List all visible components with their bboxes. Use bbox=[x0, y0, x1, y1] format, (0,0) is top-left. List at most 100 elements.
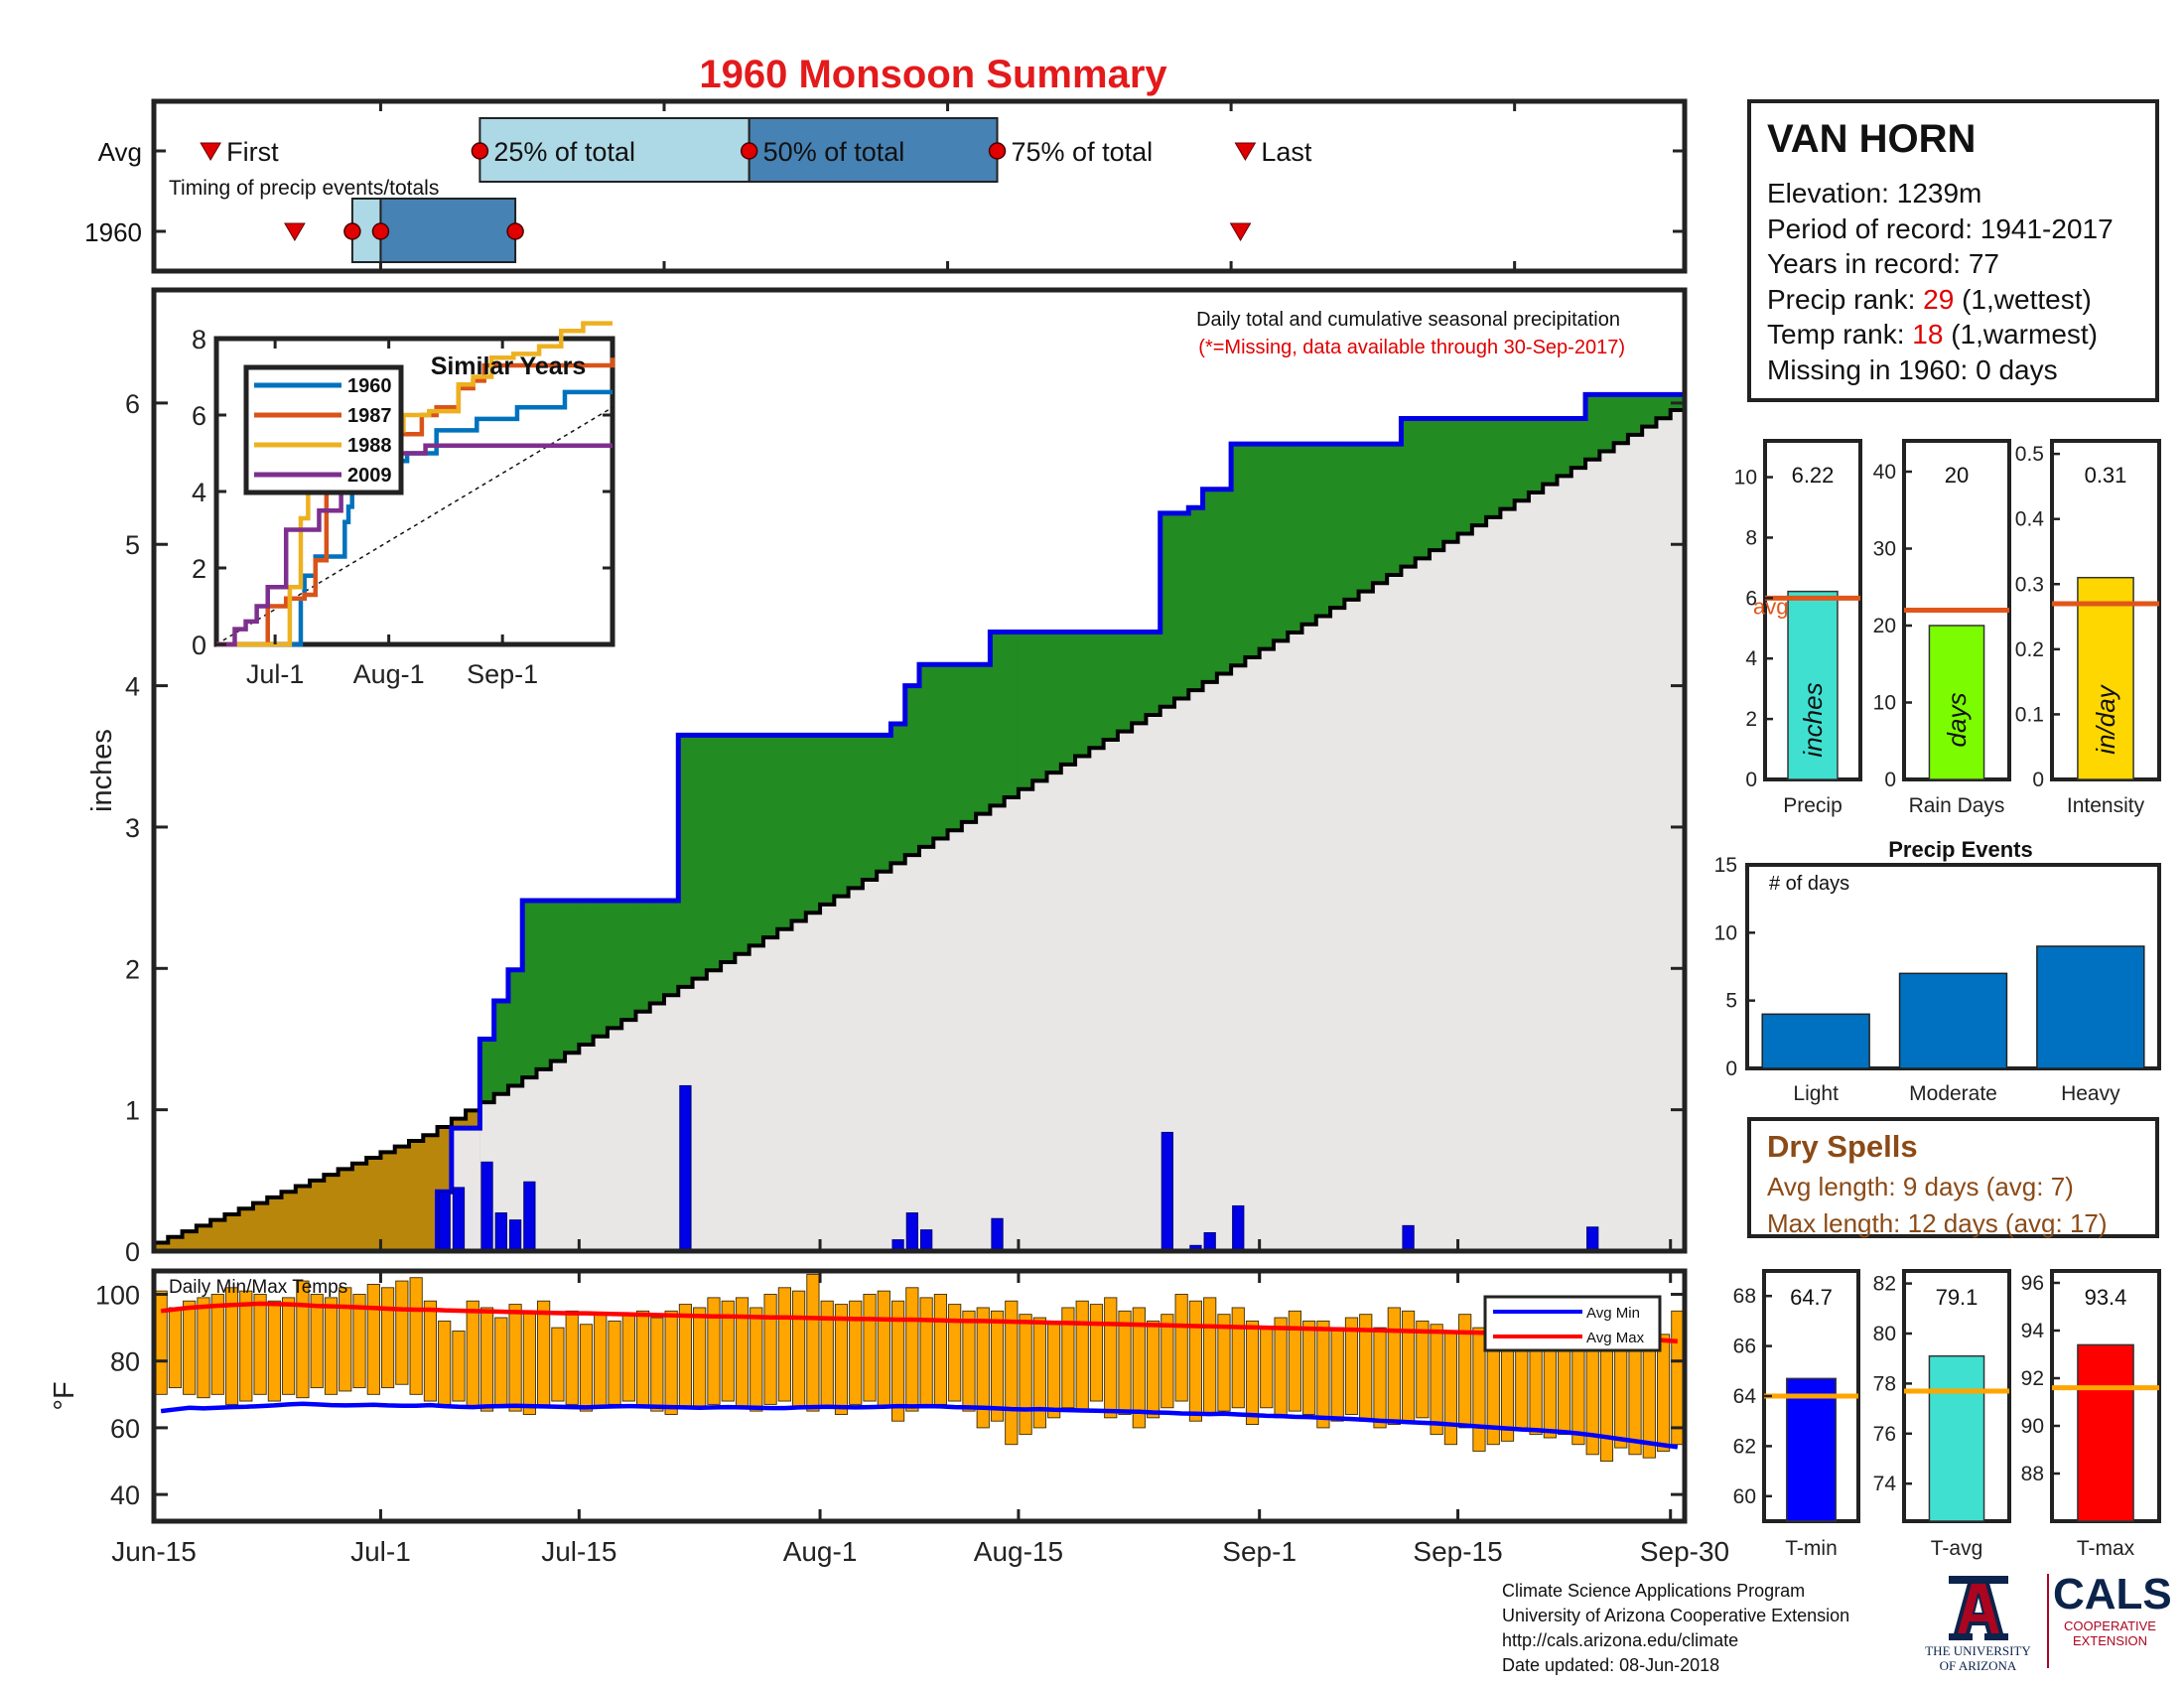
temp-range-bar bbox=[183, 1300, 197, 1395]
station-info-box: VAN HORN Elevation: 1239m Period of reco… bbox=[1747, 99, 2159, 402]
temp-rank-text: Temp rank: 18 (1,warmest) bbox=[1767, 317, 2139, 352]
temp-range-bar bbox=[1387, 1307, 1401, 1426]
temps-frame bbox=[151, 1268, 1688, 1524]
above-average-fill bbox=[1387, 444, 1402, 575]
temp-ytick-label: 80 bbox=[110, 1347, 140, 1377]
inset-legend-label-1988: 1988 bbox=[347, 435, 392, 457]
temp-range-bar bbox=[1458, 1314, 1472, 1429]
x-tick-label: Jul-1 bbox=[350, 1536, 411, 1567]
below-average-fill bbox=[238, 1208, 254, 1251]
inset-legend-label-1987: 1987 bbox=[347, 405, 392, 427]
temp-range-bar bbox=[1373, 1327, 1387, 1429]
daily-precip-bar bbox=[452, 1187, 466, 1252]
above-average-fill bbox=[1656, 394, 1672, 419]
avg-p25-label: 25% of total bbox=[493, 137, 635, 167]
temp-range-bar bbox=[296, 1280, 310, 1399]
above-average-fill bbox=[1004, 632, 1020, 798]
precip-ytick-label: 0 bbox=[125, 1237, 140, 1267]
temp-range-bar bbox=[763, 1294, 777, 1405]
year-first-dot bbox=[343, 222, 361, 240]
year-row-label: 1960 bbox=[84, 217, 142, 247]
precip-ytick-label: 2 bbox=[125, 954, 140, 984]
temp-range-bar bbox=[1302, 1320, 1316, 1415]
temp-range-bar bbox=[438, 1320, 452, 1405]
above-average-fill bbox=[1430, 418, 1444, 551]
inset-legend-box bbox=[243, 364, 404, 495]
above-average-fill bbox=[1344, 444, 1360, 600]
precip-ytick-label: 3 bbox=[125, 813, 140, 843]
above-average-fill bbox=[1613, 394, 1629, 444]
below-average-fill bbox=[281, 1192, 297, 1251]
above-average-fill bbox=[1301, 444, 1317, 625]
above-average-fill bbox=[565, 900, 580, 1054]
avg-min-line bbox=[160, 1401, 1679, 1450]
temp-range-bar bbox=[792, 1290, 806, 1409]
inset-title: Similar Years bbox=[431, 352, 587, 380]
tstat-ytick-label: 94 bbox=[2021, 1320, 2045, 1342]
above-average-fill bbox=[1259, 444, 1275, 649]
temp-range-bar bbox=[919, 1297, 933, 1409]
above-average-fill bbox=[692, 735, 708, 979]
above-average-fill bbox=[1288, 444, 1302, 633]
tstat-ytick-label: 60 bbox=[1733, 1485, 1756, 1508]
above-average-fill bbox=[1330, 444, 1345, 609]
temp-range-bar bbox=[1288, 1310, 1301, 1412]
x-tick-label: Sep-30 bbox=[1640, 1536, 1729, 1567]
x-tick-label: Jun-15 bbox=[111, 1536, 197, 1567]
above-average-fill bbox=[621, 900, 636, 1021]
temp-range-bar bbox=[1146, 1320, 1160, 1419]
above-average-fill bbox=[1174, 512, 1189, 699]
daily-precip-bar bbox=[679, 1084, 692, 1252]
above-average-fill bbox=[961, 664, 977, 822]
temp-range-bar bbox=[721, 1300, 735, 1402]
above-average-fill bbox=[1032, 632, 1047, 781]
above-average-fill bbox=[721, 735, 736, 963]
stat-ytick-label: 10 bbox=[1734, 467, 1757, 490]
above-average-fill bbox=[1315, 444, 1331, 617]
events-bar-moderate bbox=[1898, 972, 2008, 1069]
tstat-ytick-label: 68 bbox=[1733, 1285, 1756, 1308]
above-average-fill bbox=[1146, 632, 1161, 716]
temp-rank-suffix: (1,warmest) bbox=[1943, 319, 2099, 350]
year-last-marker bbox=[1229, 222, 1252, 241]
inset-legend-label-1960: 1960 bbox=[347, 375, 392, 397]
stat-unit-2: in/day bbox=[2091, 683, 2120, 754]
above-average-fill bbox=[1443, 418, 1459, 542]
below-average-fill bbox=[224, 1213, 240, 1251]
temp-range-bar bbox=[664, 1310, 678, 1415]
avg-p50-label: 50% of total bbox=[763, 137, 905, 167]
x-tick-label: Aug-15 bbox=[974, 1536, 1063, 1567]
above-average-fill bbox=[1046, 632, 1062, 774]
temp-range-bar bbox=[976, 1307, 990, 1429]
arizona-a-icon bbox=[1949, 1576, 2008, 1640]
temp-range-bar bbox=[678, 1304, 693, 1409]
above-average-fill bbox=[1471, 418, 1487, 526]
temp-range-bar bbox=[366, 1283, 380, 1395]
temp-range-bar bbox=[1174, 1294, 1188, 1402]
temp-range-bar bbox=[962, 1310, 976, 1412]
inset-ytick-label: 0 bbox=[192, 631, 206, 660]
temp-range-bar bbox=[537, 1300, 551, 1409]
above-average-fill bbox=[1117, 632, 1133, 732]
above-average-fill bbox=[1075, 632, 1090, 757]
year-first-marker bbox=[284, 222, 306, 241]
above-average-fill bbox=[1528, 418, 1544, 492]
stat-value-0: 6.22 bbox=[1792, 463, 1835, 488]
credits-line-3: http://cals.arizona.edu/climate bbox=[1502, 1630, 1739, 1650]
temp-range-bar bbox=[1217, 1314, 1231, 1412]
events-ytick-label: 0 bbox=[1725, 1057, 1737, 1080]
credits: Climate Science Applications Program Uni… bbox=[1502, 1579, 1849, 1678]
stat-ytick-label: 0 bbox=[1884, 769, 1896, 791]
above-average-fill bbox=[1358, 444, 1374, 592]
temp-range-bar bbox=[1203, 1297, 1217, 1415]
temp-range-bar bbox=[1118, 1310, 1132, 1415]
temp-range-bar bbox=[522, 1310, 536, 1415]
above-average-fill bbox=[904, 685, 920, 856]
temp-ytick-label: 100 bbox=[95, 1281, 140, 1311]
station-name: VAN HORN bbox=[1767, 117, 1977, 161]
above-average-fill bbox=[1160, 512, 1175, 707]
below-average-base bbox=[466, 1128, 480, 1251]
tstat-label-2: T-max bbox=[2077, 1537, 2135, 1560]
cals-logo: CALS COOPERATIVE EXTENSION bbox=[2053, 1571, 2172, 1670]
